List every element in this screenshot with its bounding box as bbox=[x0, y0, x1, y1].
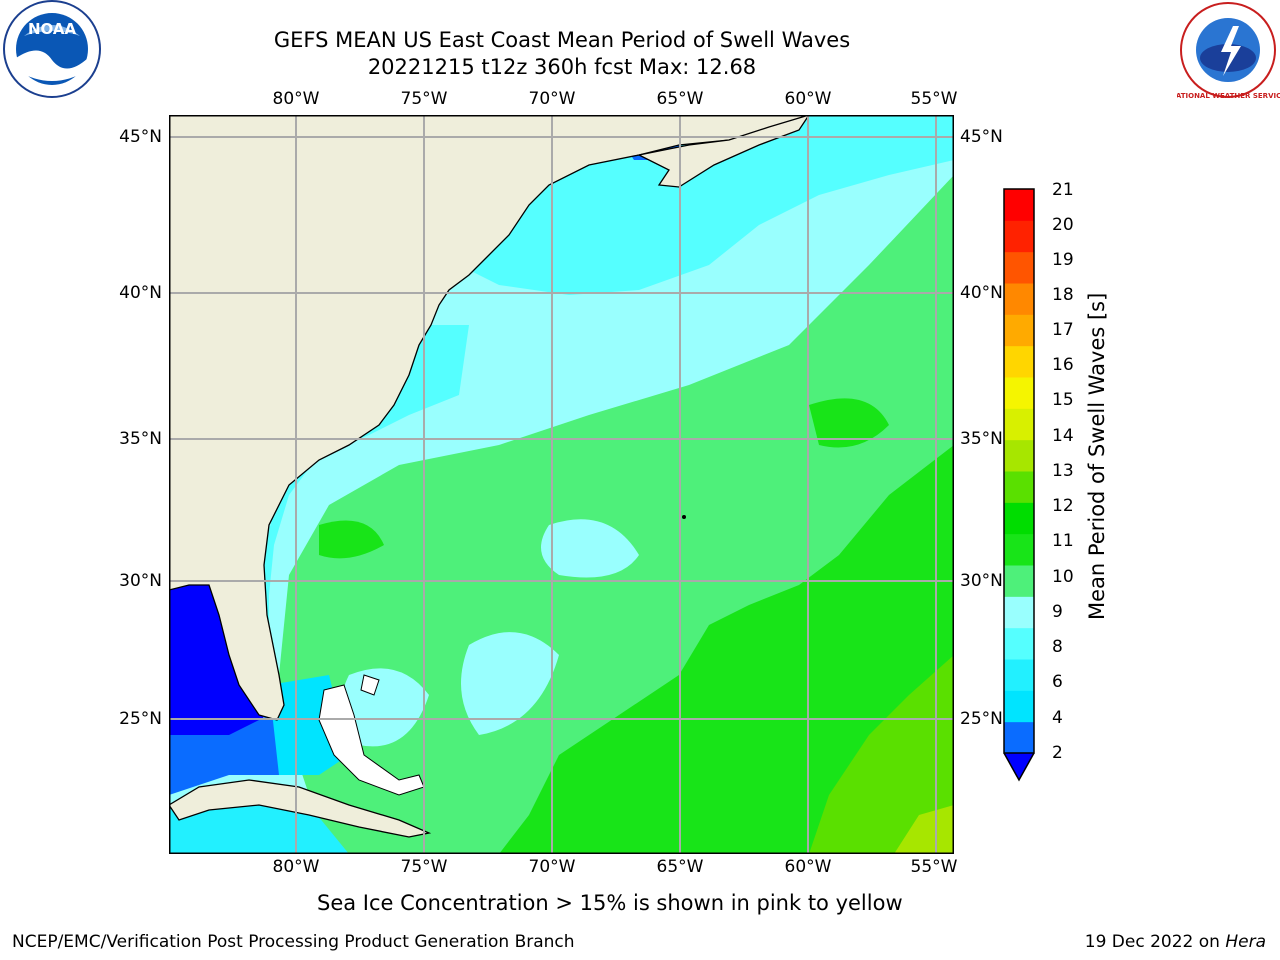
lon-label-bottom: 75°W bbox=[400, 857, 448, 877]
swell-8-9s-patch bbox=[461, 632, 559, 735]
colorbar-title: Mean Period of Swell Waves [s] bbox=[1085, 292, 1109, 620]
cuba-land bbox=[169, 779, 432, 838]
bermuda-island bbox=[682, 515, 686, 519]
lat-label-right: 25°N bbox=[960, 709, 1003, 729]
swell-12-13s-region bbox=[894, 805, 954, 854]
swell-10-11s-region bbox=[499, 445, 954, 854]
colorbar-tick-label: 14 bbox=[1052, 426, 1074, 446]
bahamas-banks bbox=[318, 684, 425, 796]
colorbar-tick-label: 2 bbox=[1052, 743, 1063, 763]
footer-date: 19 Dec 2022 on bbox=[1084, 932, 1226, 952]
colorbar-tick-label: 4 bbox=[1052, 708, 1063, 728]
lat-label-right: 35°N bbox=[960, 429, 1003, 449]
colorbar-segment bbox=[1004, 314, 1034, 347]
colorbar-segment bbox=[1004, 439, 1034, 472]
colorbar-segment bbox=[1004, 533, 1034, 566]
colorbar-segment bbox=[1004, 721, 1034, 754]
map-plot bbox=[169, 115, 954, 854]
colorbar-tick-label: 8 bbox=[1052, 637, 1063, 657]
graticule bbox=[169, 115, 954, 854]
footer-timestamp: 19 Dec 2022 on Hera bbox=[1085, 932, 1266, 952]
lon-label-bottom: 80°W bbox=[272, 857, 320, 877]
bahamas-island bbox=[360, 674, 380, 696]
colorbar-segment bbox=[1004, 627, 1034, 660]
lon-label-top: 70°W bbox=[528, 89, 576, 109]
footer-credit: NCEP/EMC/Verification Post Processing Pr… bbox=[12, 932, 575, 952]
lon-label-top: 60°W bbox=[784, 89, 832, 109]
lon-label-bottom: 70°W bbox=[528, 857, 576, 877]
colorbar-segment bbox=[1004, 596, 1034, 629]
colorbar-tick-label: 15 bbox=[1052, 390, 1074, 410]
colorbar-segment bbox=[1004, 690, 1034, 723]
nws-logo: NATIONAL WEATHER SERVICE bbox=[1177, 2, 1280, 100]
swell-10-11s-patch bbox=[319, 520, 384, 559]
north-america-landmass bbox=[169, 115, 811, 721]
lat-label-left: 35°N bbox=[119, 429, 162, 449]
lon-label-bottom: 55°W bbox=[910, 857, 958, 877]
sea-ice-caption: Sea Ice Concentration > 15% is shown in … bbox=[317, 891, 903, 915]
colorbar-segments bbox=[1004, 189, 1034, 754]
colorbar-segment bbox=[1004, 502, 1034, 535]
colorbar-segment bbox=[1004, 251, 1034, 284]
colorbar-segment bbox=[1004, 189, 1034, 221]
lon-label-top: 55°W bbox=[910, 89, 958, 109]
colorbar-segment bbox=[1004, 377, 1034, 409]
map-frame bbox=[169, 115, 954, 854]
colorbar-arrow-outline bbox=[1003, 752, 1035, 782]
colorbar-segment bbox=[1004, 345, 1034, 378]
lat-label-right: 40°N bbox=[960, 283, 1003, 303]
lon-label-bottom: 60°W bbox=[784, 857, 832, 877]
lon-label-top: 75°W bbox=[400, 89, 448, 109]
colorbar bbox=[1003, 188, 1035, 782]
colorbar-tick-label: 19 bbox=[1052, 250, 1074, 270]
chart-subtitle: 20221215 t12z 360h fcst Max: 12.68 bbox=[367, 55, 757, 79]
nearshore-swell-region bbox=[254, 325, 469, 715]
lat-label-right: 45°N bbox=[960, 127, 1003, 147]
lat-label-left: 30°N bbox=[119, 571, 162, 591]
colorbar-segment bbox=[1004, 408, 1034, 441]
noaa-logo-text: NOAA bbox=[28, 20, 77, 38]
lat-label-left: 25°N bbox=[119, 709, 162, 729]
lat-label-left: 40°N bbox=[119, 283, 162, 303]
lat-label-right: 30°N bbox=[960, 571, 1003, 591]
swell-10-11s-patch bbox=[809, 398, 889, 448]
colorbar-under-arrow bbox=[1004, 753, 1034, 780]
colorbar-segment bbox=[1004, 659, 1034, 691]
colorbar-tick-label: 11 bbox=[1052, 531, 1074, 551]
colorbar-segment bbox=[1004, 471, 1034, 503]
colorbar-tick-label: 13 bbox=[1052, 461, 1074, 481]
chart-title: GEFS MEAN US East Coast Mean Period of S… bbox=[273, 28, 851, 52]
swell-11-12s-region bbox=[809, 655, 954, 854]
lon-label-top: 80°W bbox=[272, 89, 320, 109]
colorbar-segment bbox=[1004, 565, 1034, 597]
footer-system: Hera bbox=[1225, 932, 1266, 952]
colorbar-tick-label: 6 bbox=[1052, 672, 1063, 692]
swell-8-9s-patch bbox=[541, 519, 639, 578]
colorbar-segment bbox=[1004, 283, 1034, 315]
colorbar-tick-label: 20 bbox=[1052, 215, 1074, 235]
colorbar-tick-label: 10 bbox=[1052, 567, 1074, 587]
colorbar-tick-label: 12 bbox=[1052, 496, 1074, 516]
lon-label-top: 65°W bbox=[656, 89, 704, 109]
colorbar-tick-label: 21 bbox=[1052, 180, 1074, 200]
lat-label-left: 45°N bbox=[119, 127, 162, 147]
colorbar-tick-label: 17 bbox=[1052, 320, 1074, 340]
colorbar-tick-label: 16 bbox=[1052, 355, 1074, 375]
colorbar-frame bbox=[1003, 188, 1035, 754]
nws-logo-text: NATIONAL WEATHER SERVICE bbox=[1177, 92, 1280, 100]
noaa-logo: NOAA bbox=[3, 0, 101, 98]
colorbar-tick-label: 9 bbox=[1052, 602, 1063, 622]
colorbar-tick-label: 18 bbox=[1052, 285, 1074, 305]
lon-label-bottom: 65°W bbox=[656, 857, 704, 877]
colorbar-segment bbox=[1004, 220, 1034, 253]
